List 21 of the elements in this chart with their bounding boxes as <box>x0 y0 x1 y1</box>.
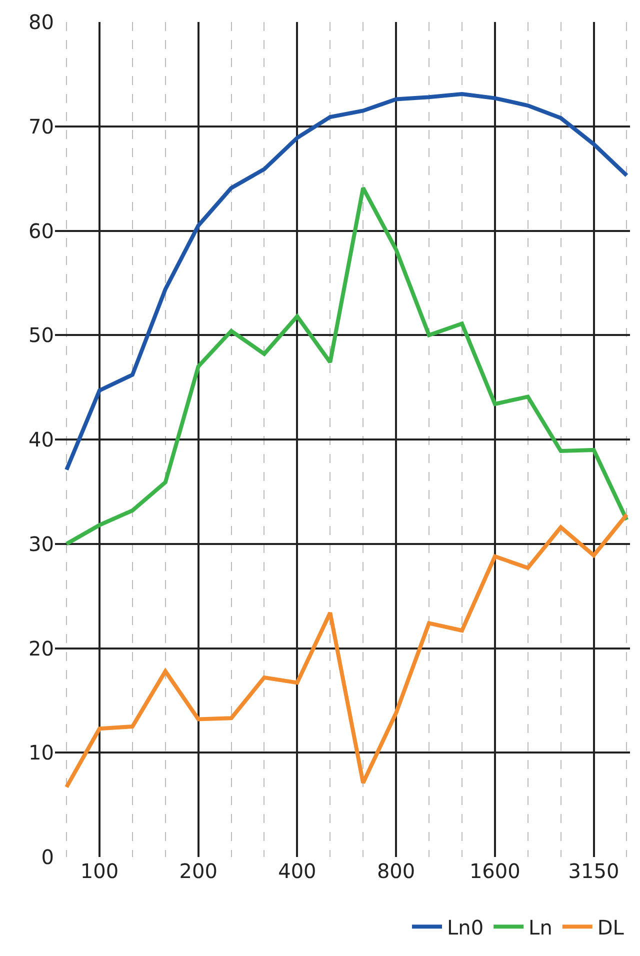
line-series <box>64 92 629 472</box>
x-tick-label: 800 <box>376 859 416 883</box>
x-tick-label: 200 <box>179 859 218 883</box>
x-tick-label: 400 <box>278 859 316 883</box>
legend-label: DL <box>597 915 625 940</box>
y-tick-label: 70 <box>28 114 54 138</box>
y-tick-label: 0 <box>41 845 54 869</box>
legend-label: Ln0 <box>447 915 484 940</box>
y-tick-label: 50 <box>28 323 54 348</box>
y-tick-label: 60 <box>28 218 54 243</box>
x-tick-label: 100 <box>80 859 119 883</box>
y-tick-label: 30 <box>28 532 54 556</box>
line-series <box>64 512 629 790</box>
y-tick-label: 40 <box>28 428 54 452</box>
y-tick-label: 80 <box>28 10 54 34</box>
y-tick-label: 10 <box>28 740 54 765</box>
line-series <box>64 186 629 546</box>
legend-label: Ln <box>528 915 552 940</box>
x-tick-label: 1600 <box>469 859 520 883</box>
x-tick-label: 3150 <box>568 859 620 883</box>
y-tick-label: 20 <box>28 636 54 660</box>
